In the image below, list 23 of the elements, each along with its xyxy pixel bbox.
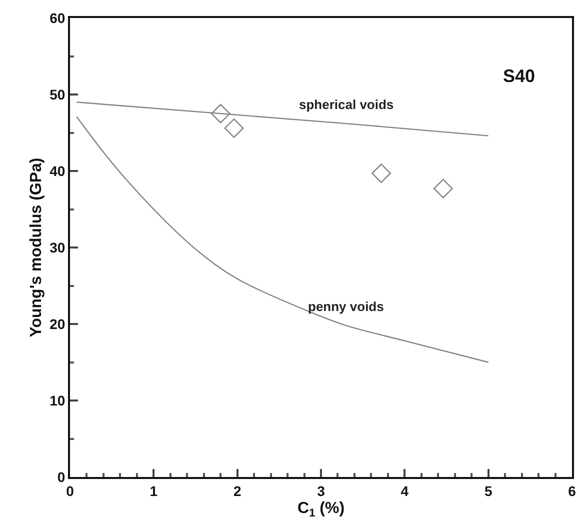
point [224,118,244,138]
y-tick-label: 30 [50,239,66,256]
y-tick-label: 10 [50,392,66,408]
line-series [76,116,489,363]
y-tick-label: 0 [57,468,66,485]
x-tick-label: 2 [233,482,242,499]
y-tick-label: 60 [50,10,66,26]
x-axis-title: C$_{1}$ (%) [297,500,345,520]
annotation: S40 [503,66,536,86]
point [210,104,230,124]
series-label: penny voids [308,299,384,314]
x-tick-label: 4 [400,482,409,499]
y-tick-label: 20 [50,316,66,332]
x-tick-label: 5 [484,482,492,499]
y-tick-label: 50 [50,86,66,102]
point [372,164,391,183]
point [433,178,453,198]
y-tick-label: 40 [50,162,66,179]
x-tick-label: 3 [317,482,326,499]
series-label: spherical voids [299,97,394,112]
y-axis-title: Young's modulus (GPa) [28,158,46,338]
x-tick-label: 1 [150,482,158,499]
x-tick-label: 6 [568,482,576,499]
